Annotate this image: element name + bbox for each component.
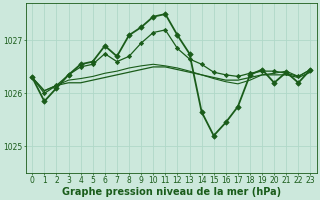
- X-axis label: Graphe pression niveau de la mer (hPa): Graphe pression niveau de la mer (hPa): [62, 187, 281, 197]
